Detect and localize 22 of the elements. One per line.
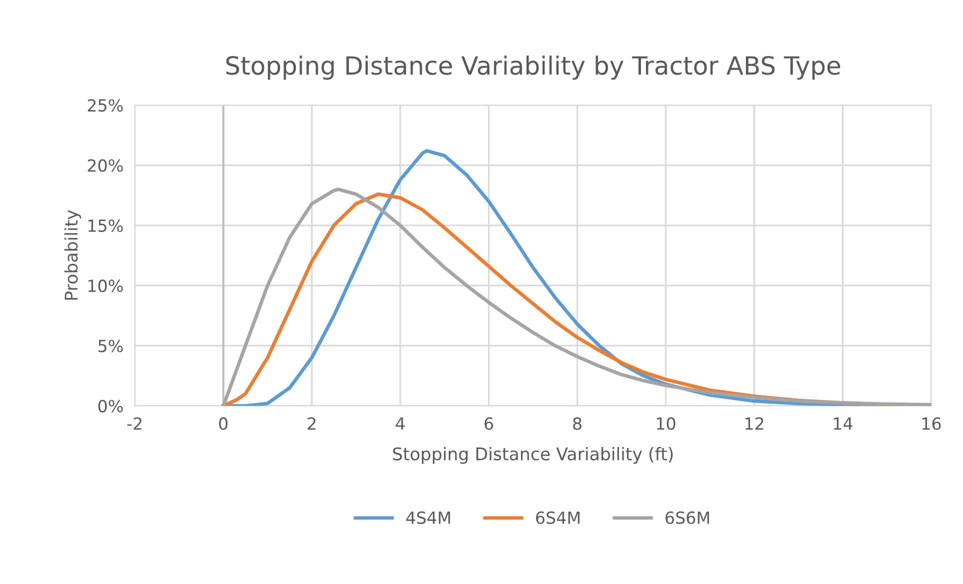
- x-tick-label: 16: [922, 417, 941, 430]
- legend-label: 6S4M: [536, 511, 580, 524]
- y-tick-label: 15%: [88, 219, 123, 232]
- x-tick-label: 8: [573, 417, 582, 430]
- x-tick-label: 0: [219, 417, 228, 430]
- y-tick-label: 0%: [98, 400, 123, 412]
- x-tick-label: 12: [745, 417, 764, 430]
- legend-label: 6S6M: [666, 511, 709, 524]
- x-tick-label: -2: [127, 417, 142, 430]
- legend-label: 4S4M: [406, 511, 450, 524]
- x-tick-label: 6: [484, 417, 494, 430]
- y-tick-label: 20%: [88, 159, 123, 172]
- y-tick-label: 25%: [88, 99, 123, 112]
- y-axis-title: Probability: [64, 210, 82, 300]
- y-tick-label: 10%: [88, 280, 123, 292]
- x-tick-label: 10: [656, 417, 676, 430]
- x-axis-title: Stopping Distance Variability (ft): [393, 447, 673, 464]
- x-tick-label: 14: [834, 418, 852, 430]
- x-tick-label: 2: [308, 417, 316, 430]
- y-tick-label: 5%: [98, 340, 123, 352]
- x-tick-label: 4: [396, 418, 405, 430]
- chart-title: Stopping Distance Variability by Tractor ABS Type: [226, 56, 840, 80]
